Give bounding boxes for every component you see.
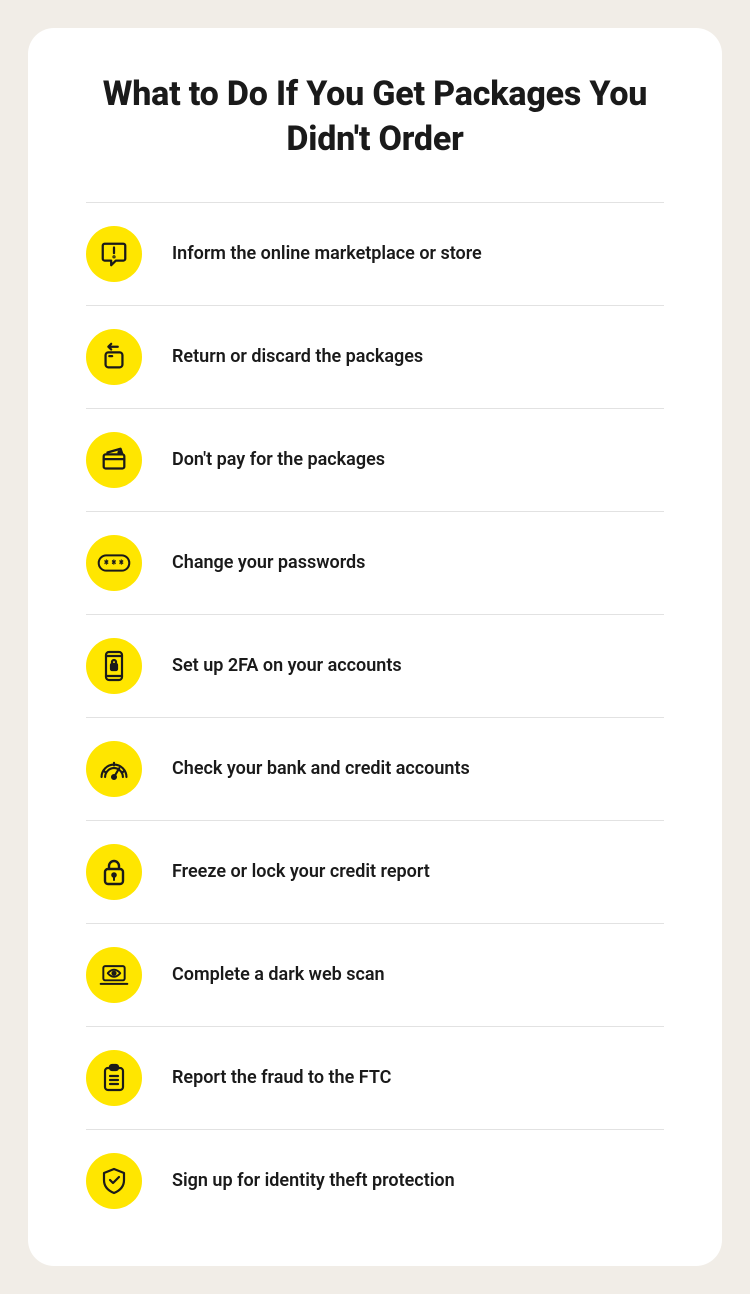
- list-item: Don't pay for the packages: [86, 409, 664, 512]
- list-item: Complete a dark web scan: [86, 924, 664, 1027]
- page-title: What to Do If You Get Packages You Didn'…: [86, 72, 664, 162]
- list-item-label: Inform the online marketplace or store: [172, 243, 482, 264]
- list-item: Check your bank and credit accounts: [86, 718, 664, 821]
- list-item-label: Set up 2FA on your accounts: [172, 655, 402, 676]
- phone-lock-icon: [86, 638, 142, 694]
- list-item-label: Report the fraud to the FTC: [172, 1067, 391, 1088]
- list-item: Report the fraud to the FTC: [86, 1027, 664, 1130]
- alert-message-icon: [86, 226, 142, 282]
- laptop-eye-icon: [86, 947, 142, 1003]
- list-item: Inform the online marketplace or store: [86, 203, 664, 306]
- list-item-label: Sign up for identity theft protection: [172, 1170, 455, 1191]
- return-window-icon: [86, 329, 142, 385]
- list-item: Return or discard the packages: [86, 306, 664, 409]
- shield-check-icon: [86, 1153, 142, 1209]
- list-item: Set up 2FA on your accounts: [86, 615, 664, 718]
- list-item: Sign up for identity theft protection: [86, 1130, 664, 1232]
- password-field-icon: [86, 535, 142, 591]
- list-item-label: Don't pay for the packages: [172, 449, 385, 470]
- gauge-icon: [86, 741, 142, 797]
- list-item-label: Return or discard the packages: [172, 346, 423, 367]
- steps-list: Inform the online marketplace or store R…: [86, 202, 664, 1232]
- list-item-label: Freeze or lock your credit report: [172, 861, 430, 882]
- list-item-label: Check your bank and credit accounts: [172, 758, 470, 779]
- info-card: What to Do If You Get Packages You Didn'…: [28, 28, 722, 1266]
- list-item-label: Complete a dark web scan: [172, 964, 385, 985]
- list-item: Freeze or lock your credit report: [86, 821, 664, 924]
- wallet-icon: [86, 432, 142, 488]
- padlock-icon: [86, 844, 142, 900]
- list-item-label: Change your passwords: [172, 552, 365, 573]
- clipboard-icon: [86, 1050, 142, 1106]
- list-item: Change your passwords: [86, 512, 664, 615]
